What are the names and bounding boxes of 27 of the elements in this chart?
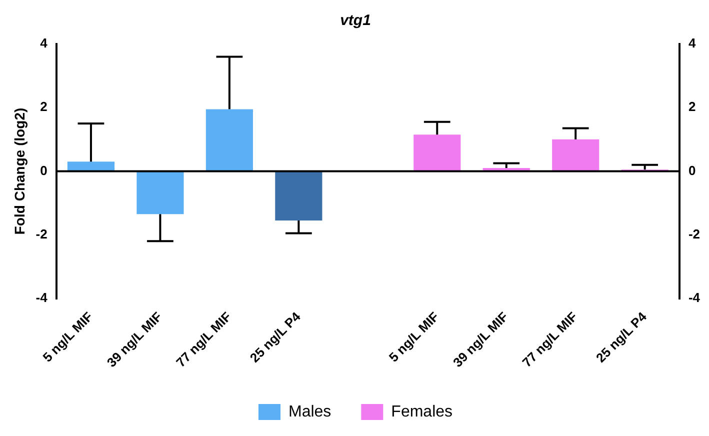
y2-tick-label: 0	[688, 162, 696, 178]
legend-label: Females	[391, 403, 453, 420]
x-tick-label: 77 ng/L MIF	[173, 308, 234, 370]
x-tick-label: 25 ng/L P4	[246, 308, 304, 366]
y2-tick-label: 2	[688, 99, 696, 114]
y-axis-title: Fold Change (log2)	[11, 108, 28, 235]
y-tick-label: 2	[40, 99, 48, 114]
y2-tick-label: -2	[688, 226, 700, 242]
x-tick-label: 39 ng/L MIF	[104, 308, 165, 370]
y-tick-label: 4	[40, 36, 48, 51]
x-tick-label: 77 ng/L MIF	[519, 308, 580, 370]
y2-tick-label: 4	[688, 36, 696, 51]
chart-title: vtg1	[340, 12, 371, 30]
y-tick-label: 0	[40, 162, 48, 178]
bar	[275, 171, 322, 220]
bar	[414, 134, 461, 172]
x-tick-label: 5 ng/L MIF	[40, 308, 96, 365]
bar	[206, 109, 253, 172]
y-tick-label: -4	[36, 290, 48, 305]
bar	[136, 171, 184, 214]
bar	[552, 139, 600, 172]
x-tick-label: 39 ng/L MIF	[450, 308, 512, 370]
legend-label: Males	[288, 403, 332, 420]
x-tick-label: 25 ng/L P4	[593, 308, 650, 366]
x-tick-label: 5 ng/L MIF	[386, 308, 442, 365]
y2-tick-label: -4	[688, 290, 701, 305]
y-tick-label: -2	[36, 226, 48, 242]
